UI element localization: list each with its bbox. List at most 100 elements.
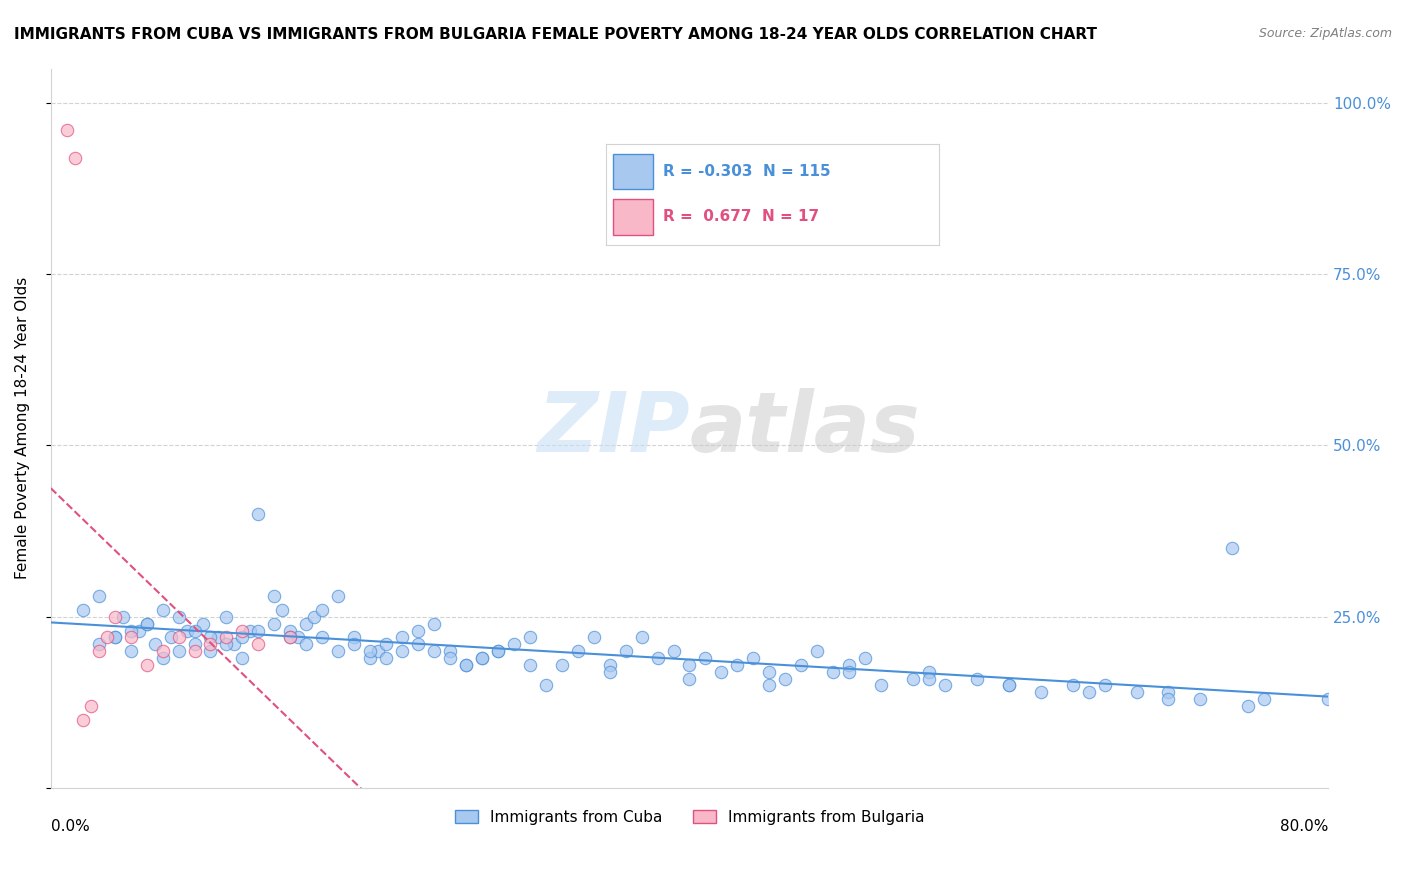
Point — [454, 657, 477, 672]
Point — [247, 507, 270, 521]
Point — [278, 624, 301, 638]
Point — [183, 644, 205, 658]
Point — [263, 616, 285, 631]
Point — [343, 637, 366, 651]
Point — [278, 631, 301, 645]
Text: 0.0%: 0.0% — [51, 820, 90, 834]
Point — [1317, 692, 1340, 706]
Point — [80, 698, 103, 713]
Legend: Immigrants from Cuba, Immigrants from Bulgaria: Immigrants from Cuba, Immigrants from Bu… — [449, 804, 931, 831]
Point — [742, 651, 765, 665]
Point — [135, 616, 157, 631]
Point — [918, 665, 941, 679]
Point — [167, 610, 190, 624]
Point — [662, 644, 685, 658]
Point — [725, 657, 748, 672]
Point — [224, 637, 246, 651]
Point — [853, 651, 876, 665]
Text: IMMIGRANTS FROM CUBA VS IMMIGRANTS FROM BULGARIA FEMALE POVERTY AMONG 18-24 YEAR: IMMIGRANTS FROM CUBA VS IMMIGRANTS FROM … — [14, 27, 1097, 42]
Point — [870, 678, 893, 692]
Point — [630, 631, 652, 645]
Point — [391, 631, 413, 645]
Y-axis label: Female Poverty Among 18-24 Year Olds: Female Poverty Among 18-24 Year Olds — [15, 277, 30, 580]
Point — [72, 603, 94, 617]
Point — [96, 631, 118, 645]
Text: 80.0%: 80.0% — [1279, 820, 1329, 834]
Point — [128, 624, 150, 638]
Point — [200, 644, 222, 658]
Point — [471, 651, 494, 665]
Point — [191, 616, 214, 631]
Text: Source: ZipAtlas.com: Source: ZipAtlas.com — [1258, 27, 1392, 40]
Point — [104, 631, 127, 645]
Point — [502, 637, 524, 651]
Point — [56, 123, 79, 137]
Point — [998, 678, 1021, 692]
Point — [406, 637, 429, 651]
Point — [471, 651, 494, 665]
Point — [215, 610, 238, 624]
Point — [406, 624, 429, 638]
Point — [1125, 685, 1147, 699]
Point — [271, 603, 294, 617]
Point — [1253, 692, 1275, 706]
Point — [328, 644, 350, 658]
Point — [599, 665, 621, 679]
Point — [838, 665, 860, 679]
Point — [87, 637, 110, 651]
Point — [1220, 541, 1243, 556]
Point — [152, 603, 174, 617]
Point — [72, 713, 94, 727]
Point — [295, 616, 318, 631]
Point — [367, 644, 389, 658]
Point — [247, 637, 270, 651]
Point — [567, 644, 589, 658]
Point — [200, 631, 222, 645]
Point — [104, 631, 127, 645]
Point — [295, 637, 318, 651]
Point — [519, 631, 541, 645]
Point — [918, 672, 941, 686]
Point — [231, 624, 253, 638]
Point — [183, 624, 205, 638]
Point — [239, 624, 262, 638]
Point — [1029, 685, 1052, 699]
Point — [231, 651, 253, 665]
Point — [423, 644, 446, 658]
Point — [231, 631, 253, 645]
Point — [152, 644, 174, 658]
Point — [278, 631, 301, 645]
Point — [104, 610, 127, 624]
Point — [1157, 685, 1180, 699]
Point — [454, 657, 477, 672]
Point — [207, 631, 229, 645]
Point — [966, 672, 988, 686]
Point — [790, 657, 813, 672]
Point — [1062, 678, 1084, 692]
Point — [998, 678, 1021, 692]
Point — [263, 589, 285, 603]
Point — [1157, 692, 1180, 706]
Point — [328, 589, 350, 603]
Point — [215, 631, 238, 645]
Point — [143, 637, 166, 651]
Point — [375, 637, 398, 651]
Text: ZIP: ZIP — [537, 388, 689, 469]
Point — [311, 603, 333, 617]
Point — [200, 637, 222, 651]
Point — [359, 644, 381, 658]
Point — [439, 644, 461, 658]
Point — [135, 657, 157, 672]
Point — [599, 657, 621, 672]
Point — [87, 644, 110, 658]
Point — [806, 644, 828, 658]
Point — [486, 644, 509, 658]
Point — [215, 637, 238, 651]
Point — [838, 657, 860, 672]
Point — [486, 644, 509, 658]
Point — [120, 644, 142, 658]
Point — [359, 651, 381, 665]
Point — [519, 657, 541, 672]
Point — [135, 616, 157, 631]
Point — [758, 665, 780, 679]
